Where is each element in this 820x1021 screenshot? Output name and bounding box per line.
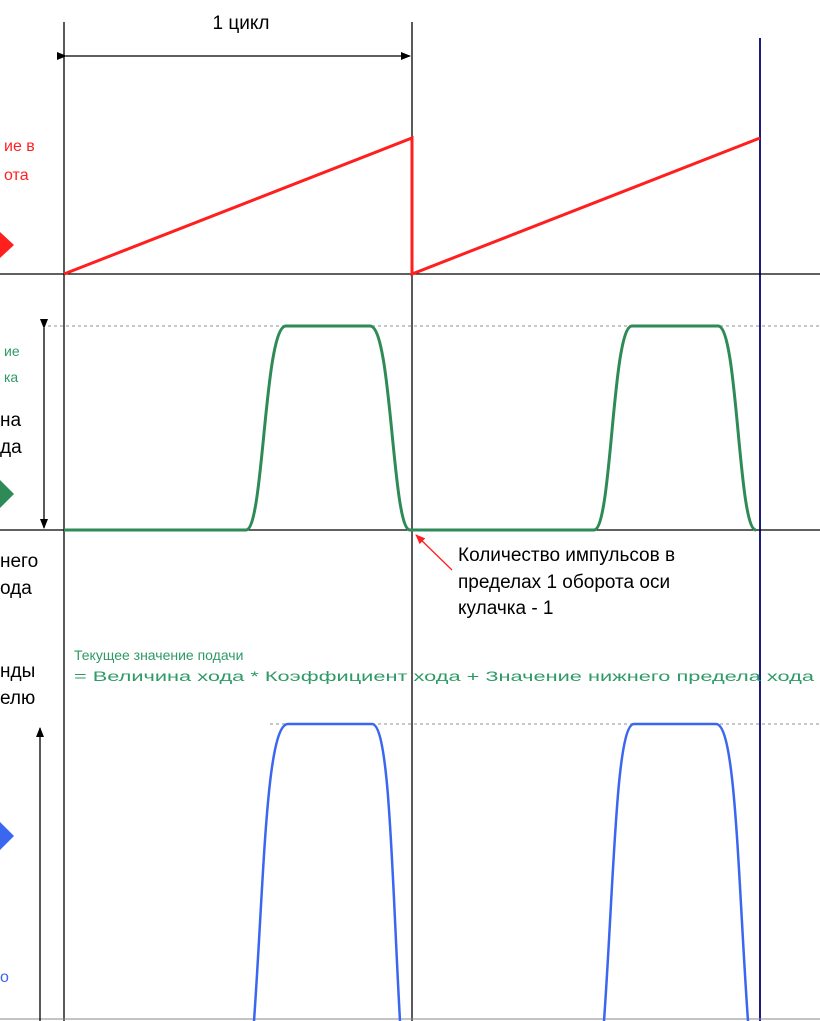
green-cam-curve bbox=[64, 324, 757, 532]
feed-formula-line-2: = Величина хода * Коэффициент хода + Зна… bbox=[74, 668, 814, 684]
blue-feed-curve bbox=[252, 722, 750, 1021]
feed-formula-line-1: Текущее значение подачи bbox=[74, 647, 243, 663]
green-diamond-marker bbox=[0, 480, 14, 508]
pulses-note-line-3: кулачка - 1 bbox=[458, 598, 554, 619]
lower-limit-label-line-2: ода bbox=[0, 578, 32, 599]
stroke-label-line-1: на bbox=[0, 410, 21, 431]
cycle-label: 1 цикл bbox=[213, 13, 270, 34]
red-label-line-2: ота bbox=[4, 167, 29, 184]
pulses-note-line-1: Количество импульсов в bbox=[458, 545, 675, 566]
green-label-line-1: ие bbox=[4, 343, 20, 359]
red-diamond-marker bbox=[0, 232, 14, 258]
pulses-note-line-2: пределах 1 оборота оси bbox=[458, 572, 670, 593]
pulses-pointer-arrow bbox=[415, 534, 453, 571]
green-label-line-2: ка bbox=[4, 369, 18, 385]
red-label-line-1: ие в bbox=[4, 138, 35, 155]
command-label-line-1: нды bbox=[0, 661, 35, 682]
stroke-label-line-2: да bbox=[0, 437, 22, 458]
lower-limit-label-line-1: него bbox=[0, 551, 38, 572]
blue-diamond-marker bbox=[0, 822, 14, 850]
red-sawtooth-curve bbox=[63, 135, 761, 277]
blue-label: о bbox=[0, 969, 9, 986]
command-label-line-2: елю bbox=[0, 688, 35, 709]
